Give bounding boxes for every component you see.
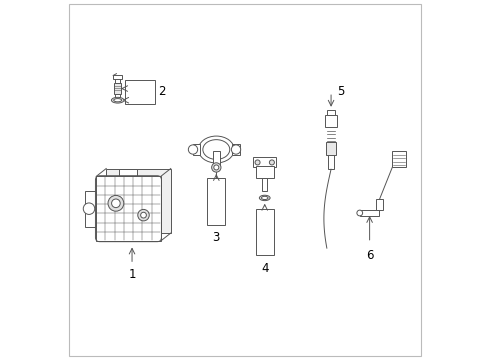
Text: 1: 1 <box>128 268 136 281</box>
Bar <box>213 151 220 166</box>
Bar <box>116 94 120 98</box>
Circle shape <box>83 203 95 215</box>
Bar <box>115 83 121 94</box>
Bar <box>326 142 336 155</box>
Ellipse shape <box>111 97 124 103</box>
Bar <box>328 155 334 169</box>
Bar <box>360 210 379 216</box>
Ellipse shape <box>203 140 230 159</box>
Ellipse shape <box>198 136 234 163</box>
Bar <box>256 209 274 255</box>
Bar <box>113 76 122 79</box>
Ellipse shape <box>262 196 268 199</box>
Text: 3: 3 <box>213 231 220 244</box>
Bar <box>106 168 171 233</box>
Bar <box>96 176 161 241</box>
Bar <box>115 78 120 83</box>
Circle shape <box>214 165 219 170</box>
Circle shape <box>108 195 124 211</box>
Bar <box>253 157 276 167</box>
Bar <box>262 178 267 191</box>
Bar <box>207 178 225 225</box>
Circle shape <box>255 160 260 165</box>
Text: 4: 4 <box>261 262 269 275</box>
Ellipse shape <box>259 195 270 201</box>
Circle shape <box>112 199 120 208</box>
Bar <box>125 80 155 104</box>
Circle shape <box>188 145 197 154</box>
Text: 5: 5 <box>337 85 344 98</box>
Bar <box>256 166 274 178</box>
Circle shape <box>231 145 241 154</box>
Bar <box>327 110 335 116</box>
Bar <box>232 144 240 155</box>
Text: 6: 6 <box>366 249 373 262</box>
Circle shape <box>141 212 147 218</box>
Bar <box>193 144 200 155</box>
Bar <box>376 199 383 210</box>
Text: 2: 2 <box>158 85 166 98</box>
Bar <box>120 168 137 176</box>
Circle shape <box>212 163 221 172</box>
Bar <box>325 116 337 127</box>
Bar <box>85 191 96 226</box>
Ellipse shape <box>357 210 363 216</box>
Circle shape <box>270 160 274 165</box>
Circle shape <box>138 210 149 221</box>
Ellipse shape <box>114 99 122 102</box>
Bar <box>392 151 406 167</box>
